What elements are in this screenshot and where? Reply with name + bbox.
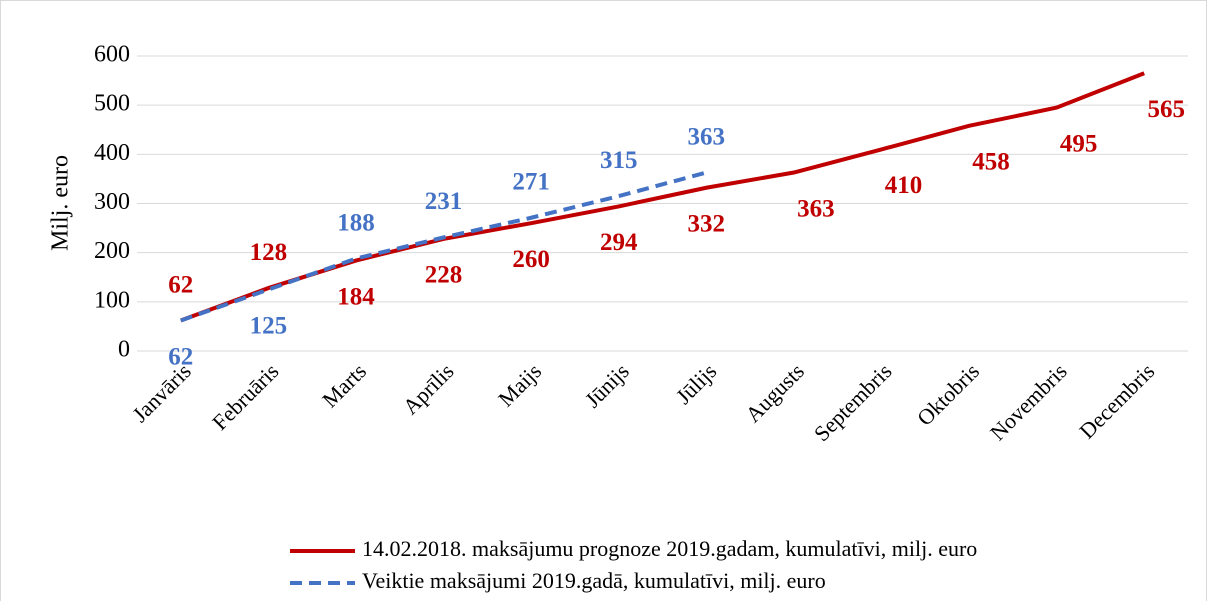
data-label: 363 (797, 195, 835, 222)
x-tick-label: Marts (317, 358, 371, 412)
x-tick-label: Aprīlis (398, 358, 459, 419)
x-tick-label: Septembris (809, 358, 897, 446)
x-tick-label: Oktobris (912, 358, 984, 430)
data-label: 458 (972, 149, 1010, 176)
y-axis-title: Milj. euro (48, 155, 74, 251)
x-tick-label: Jūnijs (580, 358, 634, 412)
x-tick-label: Jūlijs (671, 358, 722, 409)
y-tick-label: 300 (94, 189, 130, 215)
legend-label: Veiktie maksājumi 2019.gadā, kumulatīvi,… (362, 568, 826, 593)
data-label: 332 (688, 211, 726, 238)
y-tick-label: 400 (94, 140, 130, 166)
data-label: 125 (250, 312, 288, 339)
series-line (180, 170, 707, 323)
data-label: 184 (337, 283, 375, 310)
x-tick-label: Februāris (207, 358, 283, 434)
y-tick-label: 600 (94, 42, 130, 68)
data-label: 410 (885, 172, 923, 199)
x-tick-label: Novembris (985, 358, 1072, 445)
y-tick-label: 100 (94, 287, 130, 313)
data-label: 62 (168, 271, 193, 298)
x-tick-label: Augusts (740, 358, 809, 427)
data-label: 315 (600, 147, 638, 174)
data-label: 228 (425, 262, 463, 289)
y-tick-label: 0 (118, 337, 130, 363)
data-label: 294 (600, 229, 638, 256)
data-label: 271 (512, 168, 550, 195)
data-label: 62 (168, 343, 193, 370)
x-tick-label: Decembris (1074, 358, 1159, 443)
y-tick-label: 200 (94, 238, 130, 264)
data-label: 128 (250, 239, 288, 266)
legend-label: 14.02.2018. maksājumu prognoze 2019.gada… (362, 536, 977, 561)
series-line (180, 71, 1145, 323)
data-label: 188 (337, 209, 375, 236)
x-tick-label: Maijs (493, 358, 546, 411)
data-label: 260 (512, 246, 550, 273)
data-label: 231 (425, 188, 463, 215)
y-tick-label: 500 (94, 91, 130, 117)
data-label: 363 (688, 123, 726, 150)
data-label: 495 (1060, 130, 1098, 157)
data-label: 565 (1147, 96, 1185, 123)
